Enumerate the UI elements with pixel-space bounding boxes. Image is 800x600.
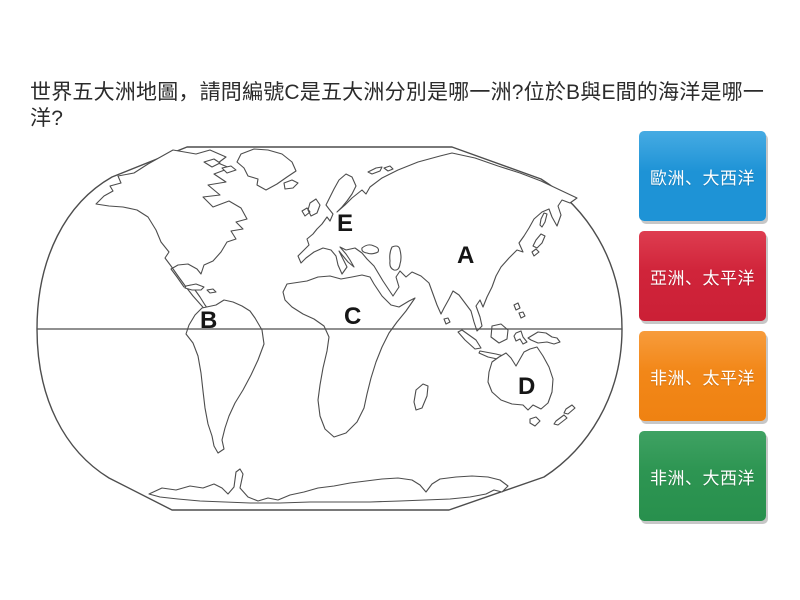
answer-button-africa-atlantic[interactable]: 非洲、大西洋 xyxy=(639,431,766,521)
australia-outline xyxy=(488,347,553,410)
sulawesi-island xyxy=(514,331,527,344)
answer-button-africa-pacific[interactable]: 非洲、太平洋 xyxy=(639,331,766,421)
iceland-outline xyxy=(284,180,298,189)
british-isles xyxy=(302,199,320,216)
answer-button-europe-atlantic[interactable]: 歐洲、大西洋 xyxy=(639,131,766,221)
africa-outline xyxy=(283,275,415,437)
answer-button-asia-pacific[interactable]: 亞洲、太平洋 xyxy=(639,231,766,321)
black-sea-outline xyxy=(362,245,379,254)
answer-options: 歐洲、大西洋 亞洲、太平洋 非洲、太平洋 非洲、大西洋 xyxy=(639,131,766,521)
new-guinea-island xyxy=(528,332,560,344)
antarctica-outline xyxy=(149,469,508,503)
sumatra-island xyxy=(458,330,481,349)
japan-islands xyxy=(532,234,545,256)
question-text: 世界五大洲地圖，請問編號C是五大洲分別是哪一洲?位於B與E間的海洋是哪一洋? xyxy=(30,81,765,131)
tasmania-island xyxy=(530,417,540,426)
north-america-outline xyxy=(96,150,247,318)
caribbean-islands xyxy=(185,284,216,293)
borneo-island xyxy=(491,324,508,343)
sakhalin-island xyxy=(540,213,547,227)
eurasia-outline xyxy=(298,153,577,331)
map-label-a: A xyxy=(457,242,474,269)
map-label-d: D xyxy=(518,373,535,400)
new-zealand-islands xyxy=(554,405,575,425)
caspian-sea-outline xyxy=(390,246,401,270)
arctic-islands xyxy=(204,159,236,173)
south-america-outline xyxy=(186,300,264,453)
greenland-outline xyxy=(237,149,296,190)
map-label-c: C xyxy=(344,303,361,330)
map-label-e: E xyxy=(337,210,353,237)
madagascar-outline xyxy=(414,384,428,410)
map-label-b: B xyxy=(200,307,217,334)
novaya-zemlya xyxy=(368,166,393,174)
sri-lanka xyxy=(444,318,450,324)
philippines-islands xyxy=(514,303,525,318)
